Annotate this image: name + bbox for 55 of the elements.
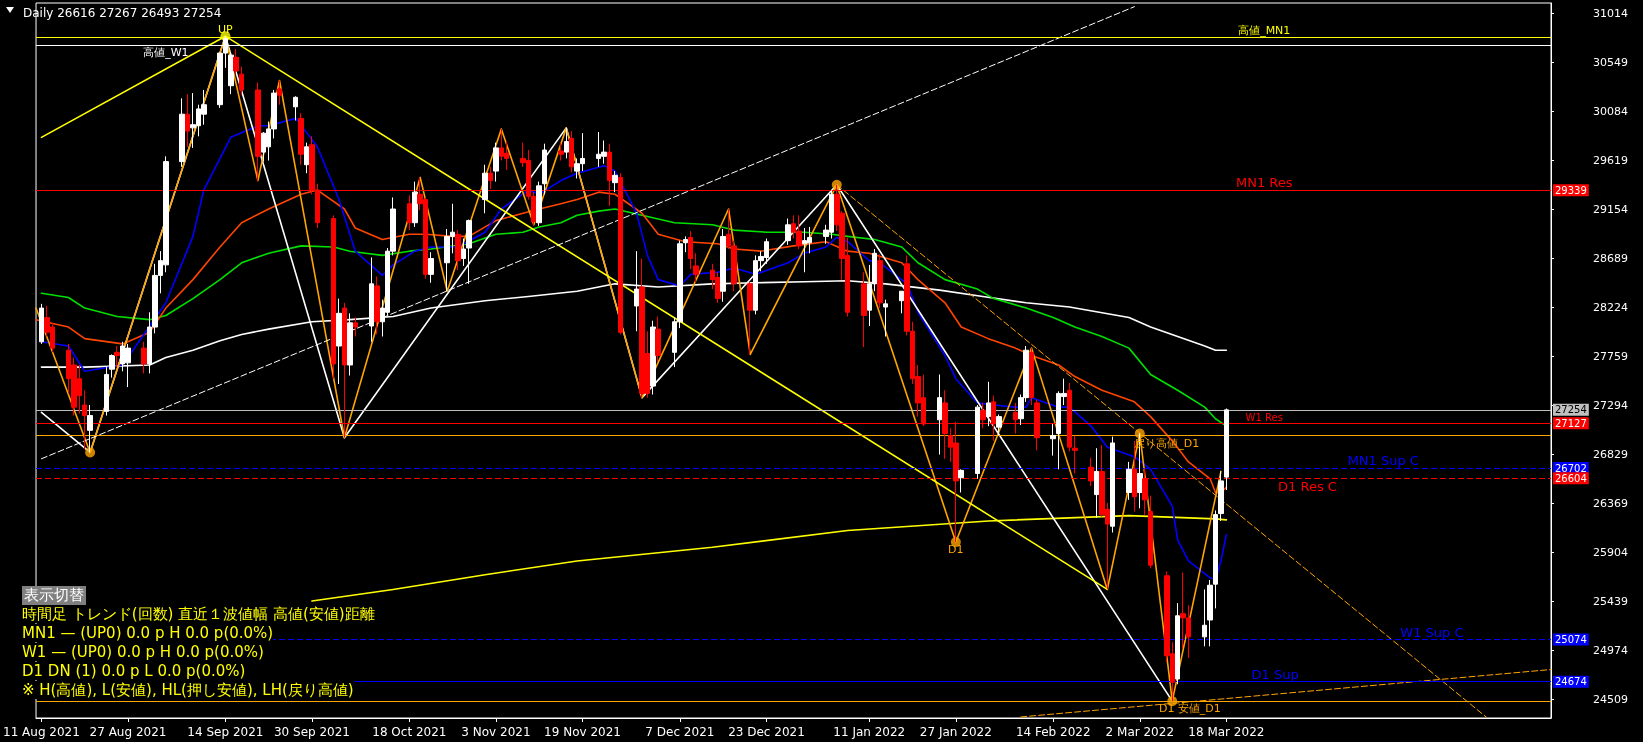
x-tick-label: 11 Jan 2022 [833, 725, 906, 739]
y-tick-label: 29619 [1593, 154, 1628, 168]
x-tick-label: 3 Nov 2021 [461, 725, 531, 739]
x-tick-label: 14 Feb 2022 [1015, 725, 1091, 739]
annotation: W1 Res [1245, 411, 1283, 423]
y-tick-label: 25439 [1593, 594, 1628, 608]
x-tick-label: 19 Nov 2021 [544, 725, 621, 739]
annotation: D1 [1159, 702, 1175, 716]
x-tick-label: 18 Mar 2022 [1188, 725, 1265, 739]
x-tick-label: 18 Oct 2021 [372, 725, 447, 739]
annotation: D1 [948, 543, 964, 557]
annotation: MN1 Sup C [1347, 453, 1419, 469]
annotation: 高値_MN1 [1238, 24, 1291, 38]
annotation: UP [218, 23, 234, 37]
annotation: ※ H(高値), L(安値), HL(押し安値), LH(戻り高値) [22, 681, 354, 699]
ref-line-label: 27127 [1555, 417, 1587, 429]
y-tick-label: 30549 [1593, 56, 1628, 70]
x-tick-label: 27 Aug 2021 [89, 725, 167, 739]
annotation: MN1 Res [1235, 175, 1293, 191]
annotation: 時間足 トレンド(回数) 直近１波値幅 高値(安値)距離 [22, 605, 375, 623]
y-tick-label: 27294 [1593, 399, 1628, 413]
y-tick-label: 28689 [1593, 252, 1628, 266]
ref-line-label: 26702 [1555, 462, 1587, 474]
x-tick-label: 23 Dec 2021 [728, 725, 805, 739]
y-tick-label: 30084 [1593, 105, 1628, 119]
x-tick-label: 14 Sep 2021 [187, 725, 264, 739]
y-tick-label: 31014 [1593, 7, 1628, 21]
x-tick-label: 27 Jan 2022 [919, 725, 992, 739]
ref-line-label: 25074 [1555, 634, 1587, 646]
chart-title: Daily 26616 27267 26493 27254 [23, 6, 222, 20]
annotation: 安値_D1 [1177, 702, 1221, 716]
x-tick-label: 30 Sep 2021 [273, 725, 350, 739]
annotation: 高値_W1 [143, 46, 189, 60]
y-tick-label: 25904 [1593, 545, 1628, 559]
y-tick-label: 26829 [1593, 448, 1628, 462]
annotation: W1 — (UP0) 0.0 p H 0.0 p(0.0%) [22, 643, 264, 661]
x-tick-label: 7 Dec 2021 [645, 725, 715, 739]
y-tick-label: 28224 [1593, 301, 1628, 315]
ref-line-label: 24674 [1555, 676, 1587, 688]
y-tick-label: 26369 [1593, 496, 1628, 510]
x-tick-label: 11 Aug 2021 [3, 725, 80, 739]
x-tick-label: 2 Mar 2022 [1105, 725, 1175, 739]
annotation: D1 DN (1) 0.0 p L 0.0 p(0.0%) [22, 662, 246, 680]
y-tick-label: 29154 [1593, 203, 1628, 217]
ref-line-label: 26604 [1555, 472, 1587, 484]
annotation: W1 Sup C [1400, 624, 1464, 640]
y-tick-label: 24509 [1593, 692, 1628, 706]
ref-line-label: 27254 [1555, 404, 1587, 416]
annotation: MN1 — (UP0) 0.0 p H 0.0 p(0.0%) [22, 624, 274, 642]
annotation: D1 Res C [1278, 479, 1337, 495]
annotation: D1 Sup [1251, 666, 1299, 682]
annotation: 表示切替 [22, 586, 86, 605]
y-tick-label: 27759 [1593, 350, 1628, 364]
ref-line-label: 29339 [1555, 184, 1587, 196]
y-tick-label: 24974 [1593, 643, 1628, 657]
